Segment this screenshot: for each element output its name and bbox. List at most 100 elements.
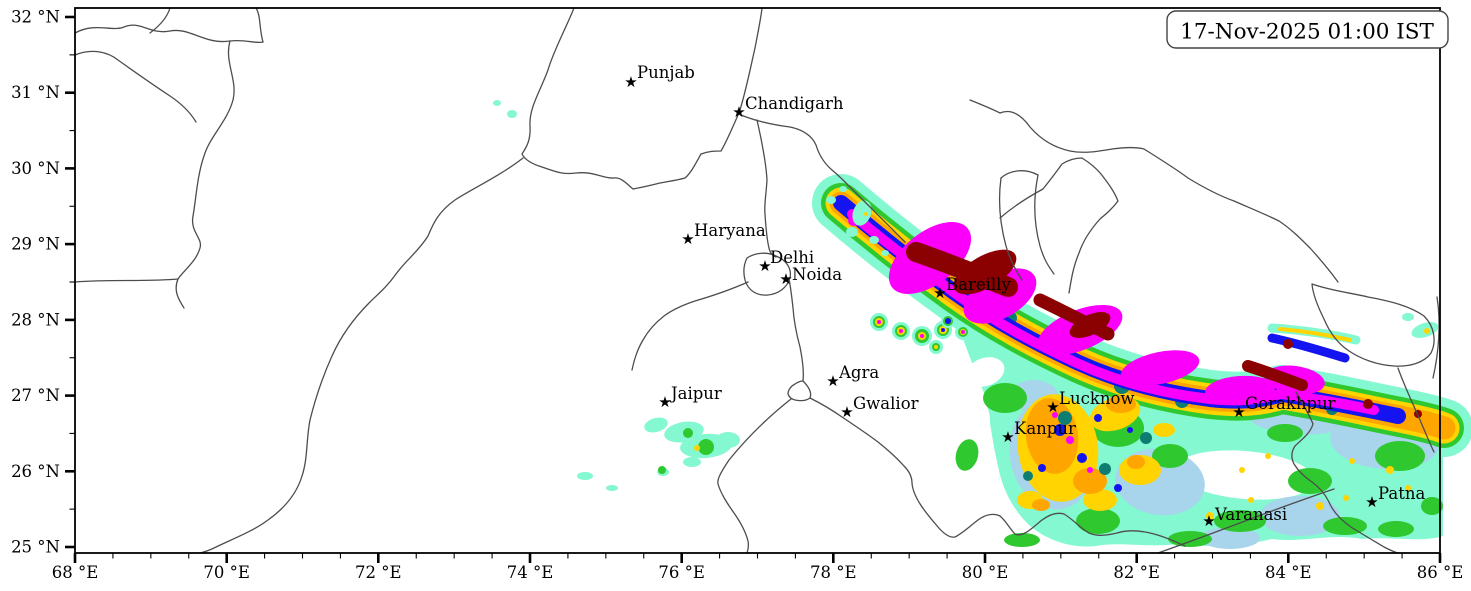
city-star-icon: ★ (624, 73, 637, 91)
city-marker-noida: ★ Noida (779, 265, 842, 288)
city-marker-bareilly: ★ Bareilly (933, 275, 1011, 302)
timestamp-frame (1166, 10, 1449, 49)
city-star-icon: ★ (1001, 428, 1014, 446)
rain-shape (954, 396, 990, 444)
city-marker-gorakhpur: ★ Gorakhpur (1232, 394, 1335, 421)
state-boundary (74, 24, 264, 44)
rain-shape (1375, 441, 1425, 471)
rain-shape (1083, 489, 1117, 511)
city-label: Chandigarh (745, 94, 844, 113)
state-boundary (787, 380, 812, 402)
city-label: Jaipur (669, 384, 722, 403)
rain-shape (1127, 455, 1145, 469)
city-marker-haryana: ★ Haryana (681, 221, 766, 248)
lon-tick-label: 86 °E (1417, 563, 1464, 582)
rain-shape (1127, 427, 1133, 433)
city-label: Gorakhpur (1245, 394, 1336, 413)
state-boundary (175, 40, 235, 309)
city-markers: ★ Punjab ★ Chandigarh ★ Haryana ★Delhi ★ Noi… (624, 63, 1425, 530)
rain-shape (1363, 399, 1373, 409)
rain-shape (1239, 467, 1245, 473)
city-star-icon: ★ (658, 393, 671, 411)
timestamp-text: 17-Nov-2025 01:00 IST (1180, 20, 1434, 45)
rain-shape (1424, 328, 1430, 334)
lat-tick-label: 28 °N (11, 310, 60, 329)
city-label: Gwalior (853, 394, 919, 413)
city-label: Patna (1378, 484, 1425, 503)
state-boundary (255, 7, 264, 43)
city-marker-varanasi: ★ Varanasi (1202, 505, 1287, 530)
rain-shape (1106, 395, 1136, 413)
city-label: Haryana (694, 221, 766, 240)
lon-axis: 68 °E 70 °E 72 °E 74 °E 76 °E 78 °E 80 °… (52, 553, 1464, 582)
rain-shape (1140, 432, 1152, 444)
city-marker-delhi: ★Delhi (758, 248, 814, 275)
rain-shape (1405, 485, 1411, 491)
state-boundary (788, 278, 805, 382)
rain-shape (1153, 423, 1175, 437)
rainfall-layer (493, 100, 1471, 549)
rain-shape (1004, 533, 1040, 547)
rain-shape (881, 250, 889, 256)
city-star-icon: ★ (1232, 403, 1245, 421)
rain-shape (1267, 333, 1350, 363)
rain-shape (839, 186, 847, 192)
rain-cell-row (870, 313, 971, 354)
state-boundary (999, 157, 1119, 294)
city-label: Varanasi (1214, 505, 1287, 524)
state-boundary (199, 157, 524, 554)
rain-shape (1023, 471, 1033, 481)
city-label: Noida (792, 265, 842, 284)
city-label: Agra (838, 363, 879, 382)
rain-shape (965, 357, 1005, 387)
lon-tick-label: 80 °E (962, 563, 1009, 582)
rain-shape (1242, 360, 1308, 391)
city-star-icon: ★ (758, 257, 771, 275)
rain-shape (1033, 293, 1115, 341)
lon-tick-label: 84 °E (1265, 563, 1312, 582)
rain-shape (1421, 497, 1443, 515)
rain-shape (1120, 350, 1200, 386)
rain-shape (1087, 467, 1093, 473)
city-marker-kanpur: ★ Kanpur (1001, 419, 1076, 446)
state-boundary (740, 114, 906, 243)
lon-tick-label: 78 °E (810, 563, 857, 582)
rain-cluster-jaipur (577, 417, 740, 491)
rain-shape (1052, 412, 1058, 418)
rain-shape (1316, 502, 1324, 510)
rain-shape (983, 383, 1027, 413)
state-boundary (1291, 391, 1399, 554)
rain-shape (1069, 312, 1111, 338)
state-boundary (1034, 174, 1055, 275)
rain-shape (906, 242, 1018, 297)
lat-tick-label: 32 °N (11, 8, 60, 27)
lat-tick-label: 25 °N (11, 538, 60, 557)
lat-axis: 32 °N 31 °N 30 °N 29 °N 28 °N 27 °N 26 °… (11, 8, 75, 557)
rain-shape (1277, 389, 1379, 415)
lon-tick-label: 74 °E (507, 563, 554, 582)
lon-tick-label: 72 °E (355, 563, 402, 582)
city-label: Punjab (637, 63, 695, 82)
rain-shape (1073, 468, 1107, 494)
rain-shape (1402, 313, 1414, 321)
lon-tick-label: 82 °E (1113, 563, 1160, 582)
rain-shape (1283, 339, 1293, 349)
city-star-icon: ★ (1202, 512, 1215, 530)
city-marker-patna: ★ Patna (1365, 484, 1425, 511)
state-boundary (74, 278, 179, 283)
rain-shape (507, 110, 517, 118)
city-star-icon: ★ (826, 372, 839, 390)
city-marker-agra: ★ Agra (826, 363, 879, 390)
city-star-icon: ★ (840, 403, 853, 421)
state-boundary (521, 7, 763, 190)
rain-shape (953, 249, 1017, 295)
axis-minor-ticks (69, 54, 1403, 559)
state-boundary (1157, 488, 1335, 554)
lat-tick-label: 27 °N (11, 386, 60, 405)
rain-shape (1349, 458, 1355, 464)
timestamp-box: 17-Nov-2025 01:00 IST (1166, 10, 1449, 49)
rain-shape (1386, 466, 1394, 474)
lat-tick-label: 26 °N (11, 462, 60, 481)
city-star-icon: ★ (779, 270, 792, 288)
